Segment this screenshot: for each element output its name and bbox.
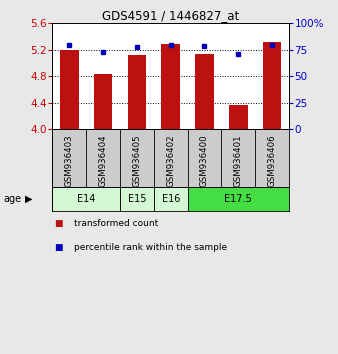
- Text: ■: ■: [54, 218, 63, 228]
- Text: transformed count: transformed count: [74, 218, 159, 228]
- Text: percentile rank within the sample: percentile rank within the sample: [74, 243, 227, 252]
- Bar: [94, 74, 113, 130]
- Text: age: age: [3, 194, 22, 204]
- Bar: [60, 50, 78, 130]
- Text: E14: E14: [77, 194, 95, 204]
- Bar: [188, 187, 289, 211]
- Text: GSM936400: GSM936400: [200, 134, 209, 187]
- Bar: [154, 187, 188, 211]
- Text: E17.5: E17.5: [224, 194, 252, 204]
- Bar: [52, 187, 120, 211]
- Text: E15: E15: [128, 194, 146, 204]
- Text: GSM936403: GSM936403: [65, 134, 74, 187]
- Bar: [229, 105, 247, 130]
- Bar: [120, 187, 154, 211]
- Title: GDS4591 / 1446827_at: GDS4591 / 1446827_at: [102, 9, 239, 22]
- Text: GSM936405: GSM936405: [132, 134, 141, 187]
- Bar: [162, 44, 180, 130]
- Text: GSM936406: GSM936406: [268, 134, 276, 187]
- Text: GSM936404: GSM936404: [99, 134, 107, 187]
- Text: ▶: ▶: [25, 194, 33, 204]
- Text: E16: E16: [162, 194, 180, 204]
- Text: GSM936402: GSM936402: [166, 134, 175, 187]
- Text: ■: ■: [54, 243, 63, 252]
- Bar: [263, 42, 281, 130]
- Text: GSM936401: GSM936401: [234, 134, 243, 187]
- Bar: [128, 55, 146, 130]
- Bar: [195, 53, 214, 130]
